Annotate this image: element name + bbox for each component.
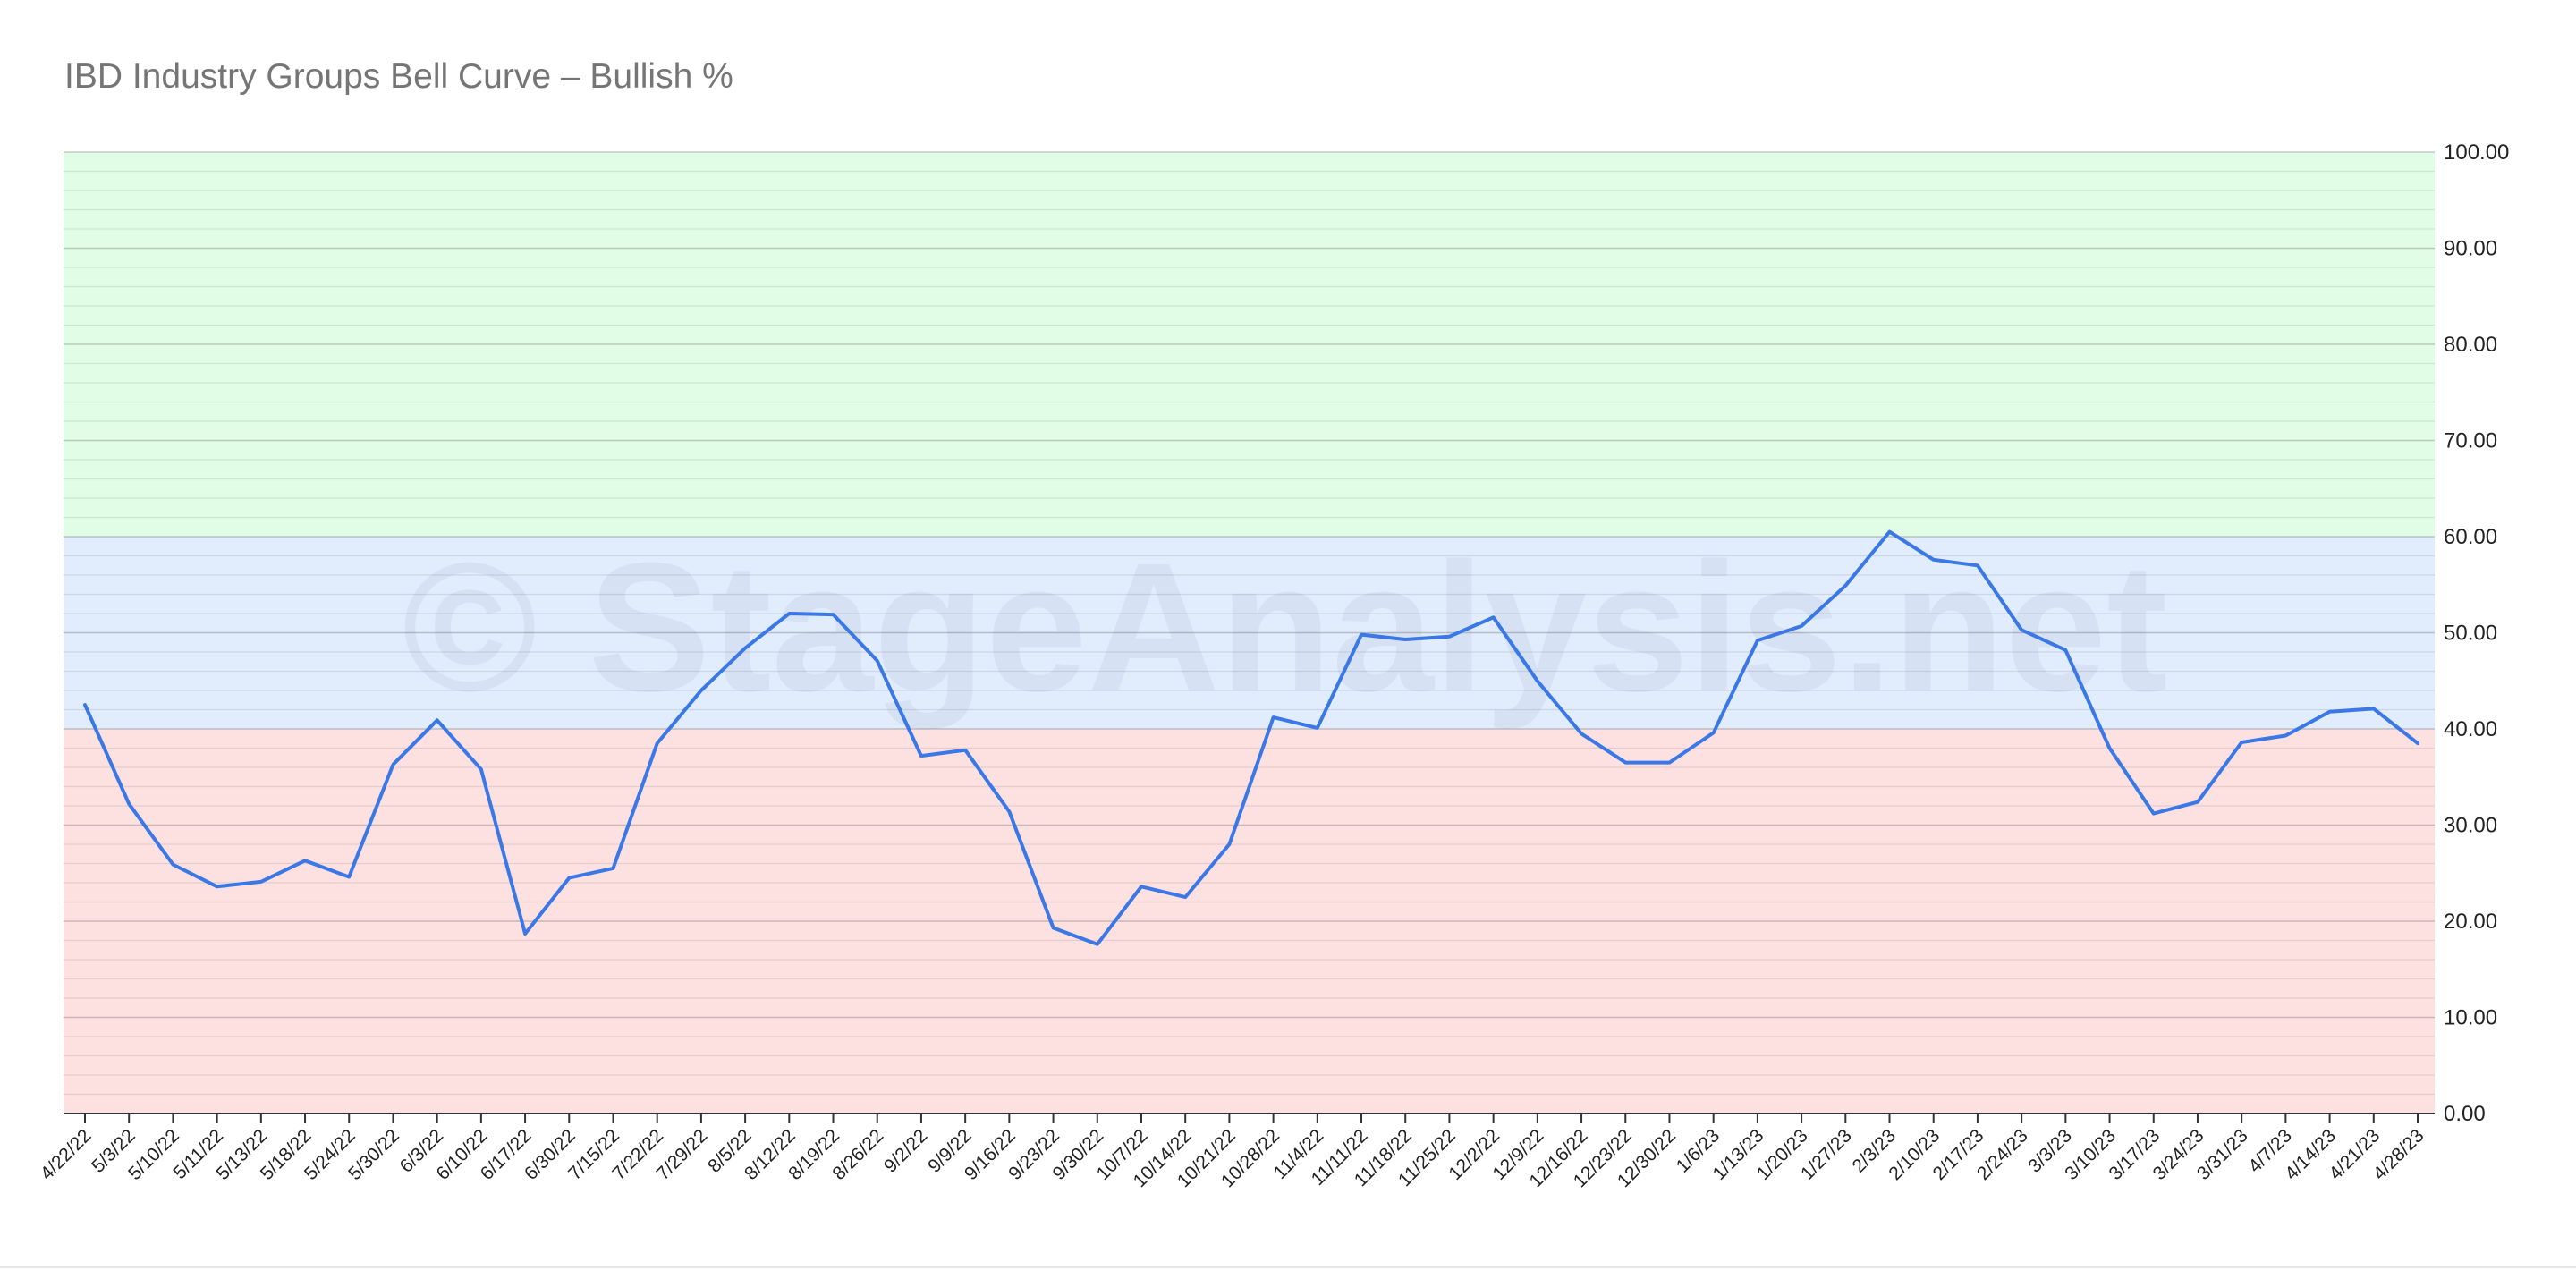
- data-point: [566, 876, 572, 881]
- y-tick-label: 90.00: [2444, 237, 2497, 261]
- background-band-1: [64, 537, 2435, 729]
- data-point: [1271, 715, 1276, 720]
- data-point: [126, 801, 131, 807]
- data-point: [962, 748, 968, 753]
- y-tick-label: 10.00: [2444, 1006, 2497, 1030]
- data-point: [302, 858, 308, 863]
- y-tick-label: 80.00: [2444, 333, 2497, 357]
- data-point: [1843, 583, 1848, 588]
- data-point: [1315, 725, 1320, 731]
- data-point: [1359, 632, 1364, 638]
- data-point: [2239, 740, 2244, 745]
- data-point: [2151, 811, 2157, 817]
- background-band-0: [64, 729, 2435, 1113]
- data-point: [1491, 614, 1496, 620]
- data-point: [170, 862, 175, 868]
- y-tick-label: 60.00: [2444, 525, 2497, 549]
- data-point: [1402, 637, 1408, 642]
- data-point: [1623, 760, 1628, 766]
- data-point: [1226, 842, 1232, 847]
- x-tick-label: 9/2/22: [880, 1125, 932, 1177]
- data-point: [479, 766, 484, 772]
- data-point: [346, 875, 352, 880]
- data-point: [655, 741, 660, 746]
- data-point: [2019, 627, 2024, 632]
- data-point: [2107, 746, 2113, 751]
- data-point: [1666, 760, 1672, 766]
- bullish-percent-line: [83, 529, 2419, 946]
- data-point: [1931, 557, 1936, 563]
- data-point: [1139, 884, 1144, 889]
- data-point: [699, 688, 704, 693]
- data-point: [1095, 942, 1100, 947]
- data-point: [1711, 730, 1716, 735]
- y-tick-label: 100.00: [2444, 140, 2509, 165]
- data-point: [1755, 638, 1760, 643]
- y-tick-label: 50.00: [2444, 622, 2497, 646]
- data-point: [522, 931, 528, 936]
- data-point: [2283, 733, 2288, 739]
- data-point: [1446, 634, 1452, 639]
- data-point: [919, 753, 924, 758]
- y-tick-label: 0.00: [2444, 1102, 2486, 1126]
- y-tick-label: 20.00: [2444, 910, 2497, 934]
- background-band-2: [64, 152, 2435, 537]
- bottom-divider: [0, 1266, 2576, 1268]
- data-point: [1579, 731, 1584, 736]
- data-point: [742, 646, 748, 651]
- y-tick-label: 40.00: [2444, 717, 2497, 741]
- data-point: [1535, 678, 1540, 683]
- data-point: [82, 702, 88, 707]
- data-point: [1051, 926, 1056, 931]
- data-point: [435, 717, 440, 723]
- y-tick-label: 30.00: [2444, 814, 2497, 838]
- data-point: [2415, 741, 2420, 746]
- data-point: [831, 612, 836, 617]
- data-point: [2063, 648, 2068, 653]
- data-point: [215, 884, 220, 889]
- chart-title: IBD Industry Groups Bell Curve – Bullish…: [64, 57, 733, 96]
- data-point: [1799, 623, 1804, 629]
- data-point: [875, 658, 880, 664]
- data-point: [1887, 529, 1893, 535]
- data-point: [258, 879, 264, 885]
- y-tick-label: 70.00: [2444, 429, 2497, 453]
- data-point: [786, 611, 792, 616]
- data-point: [2327, 709, 2333, 715]
- data-point: [2195, 800, 2200, 805]
- data-point: [390, 762, 395, 767]
- data-point: [2371, 706, 2377, 711]
- x-tick-label: 4/22/22: [37, 1125, 96, 1184]
- watermark-text: © StageAnalysis.net: [402, 525, 2168, 730]
- data-point: [1975, 563, 1980, 568]
- data-point: [1182, 894, 1188, 900]
- data-point: [610, 866, 615, 871]
- data-point: [1006, 809, 1012, 814]
